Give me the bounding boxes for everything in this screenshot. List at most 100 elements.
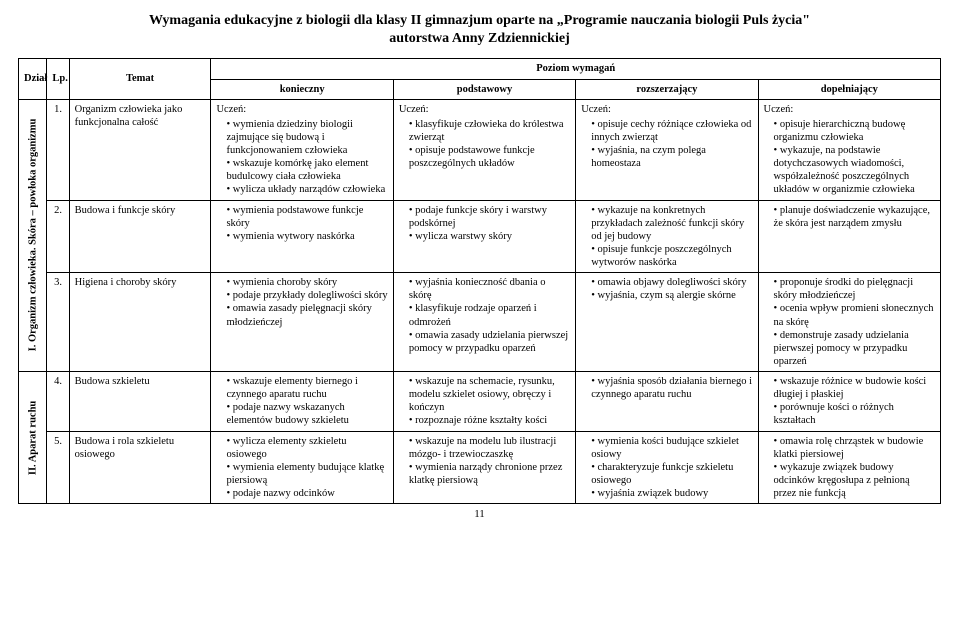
list-item: rozpoznaje różne kształty kości xyxy=(409,414,570,427)
cell: wskazuje na schemacie, rysunku, modelu s… xyxy=(393,372,575,432)
cell-list: wylicza elementy szkieletu osiowegowymie… xyxy=(216,435,387,501)
page-number: 11 xyxy=(18,508,941,520)
table-row: 5.Budowa i rola szkieletu osiowegowylicz… xyxy=(19,431,941,504)
cell: wykazuje na konkretnych przykładach zale… xyxy=(576,200,758,273)
cell-list: wykazuje na konkretnych przykładach zale… xyxy=(581,204,752,270)
cell-prefix: Uczeń: xyxy=(581,103,752,116)
list-item: omawia zasady udzielania pierwszej pomoc… xyxy=(409,329,570,355)
page-title: Wymagania edukacyjne z biologii dla klas… xyxy=(18,12,941,48)
cell-lp: 1. xyxy=(47,99,69,200)
list-item: klasyfikuje człowieka do królestwa zwier… xyxy=(409,118,570,144)
cell-list: wymienia choroby skórypodaje przykłady d… xyxy=(216,276,387,329)
cell-temat: Budowa szkieletu xyxy=(69,372,211,432)
cell-list: wskazuje na modelu lub ilustracji mózgo-… xyxy=(399,435,570,488)
cell-list: opisuje cechy różniące człowieka od inny… xyxy=(581,118,752,171)
cell: Uczeń: klasyfikuje człowieka do królestwa… xyxy=(393,99,575,200)
cell-temat: Budowa i funkcje skóry xyxy=(69,200,211,273)
header-dopelniajacy: dopełniający xyxy=(758,79,940,99)
cell-list: planuje doświadczenie wykazujące, że skó… xyxy=(764,204,935,230)
list-item: wymienia choroby skóry xyxy=(226,276,387,289)
list-item: klasyfikuje rodzaje oparzeń i odmrożeń xyxy=(409,302,570,328)
list-item: podaje przykłady dolegliwości skóry xyxy=(226,289,387,302)
table-row: II. Aparat ruchu4.Budowa szkieletuwskazu… xyxy=(19,372,941,432)
table-row: I. Organizm człowieka. Skóra – powłoka o… xyxy=(19,99,941,200)
header-rozszerzajacy: rozszerzający xyxy=(576,79,758,99)
cell-list: wymienia dziedziny biologii zajmujące si… xyxy=(216,118,387,197)
list-item: wylicza warstwy skóry xyxy=(409,230,570,243)
cell: podaje funkcje skóry i warstwy podskórne… xyxy=(393,200,575,273)
list-item: podaje nazwy wskazanych elementów budowy… xyxy=(226,401,387,427)
cell-list: wskazuje na schemacie, rysunku, modelu s… xyxy=(399,375,570,428)
list-item: wyjaśnia konieczność dbania o skórę xyxy=(409,276,570,302)
list-item: wyjaśnia sposób działania biernego i czy… xyxy=(591,375,752,401)
cell-list: wymienia kości budujące szkielet osiowyc… xyxy=(581,435,752,501)
cell-list: omawia rolę chrząstek w budowie klatki p… xyxy=(764,435,935,501)
cell: wymienia choroby skórypodaje przykłady d… xyxy=(211,273,393,372)
cell-lp: 2. xyxy=(47,200,69,273)
table-row: 3.Higiena i choroby skórywymienia chorob… xyxy=(19,273,941,372)
list-item: wskazuje na modelu lub ilustracji mózgo-… xyxy=(409,435,570,461)
cell: planuje doświadczenie wykazujące, że skó… xyxy=(758,200,940,273)
list-item: wykazuje na konkretnych przykładach zale… xyxy=(591,204,752,243)
list-item: omawia zasady pielęgnacji skóry młodzień… xyxy=(226,302,387,328)
list-item: wyjaśnia, na czym polega homeostaza xyxy=(591,144,752,170)
list-item: wyjaśnia, czym są alergie skórne xyxy=(591,289,752,302)
cell-list: podaje funkcje skóry i warstwy podskórne… xyxy=(399,204,570,243)
list-item: wyjaśnia związek budowy xyxy=(591,487,752,500)
list-item: wymienia narządy chronione przez klatkę … xyxy=(409,461,570,487)
cell-list: wyjaśnia sposób działania biernego i czy… xyxy=(581,375,752,401)
list-item: wskazuje różnice w budowie kości długiej… xyxy=(774,375,935,401)
cell-list: wymienia podstawowe funkcje skórywymieni… xyxy=(216,204,387,243)
cell-prefix: Uczeń: xyxy=(399,103,570,116)
list-item: wskazuje na schemacie, rysunku, modelu s… xyxy=(409,375,570,414)
cell-temat: Organizm człowieka jako funkcjonalna cał… xyxy=(69,99,211,200)
list-item: omawia objawy dolegliwości skóry xyxy=(591,276,752,289)
cell: Uczeń: opisuje cechy różniące człowieka o… xyxy=(576,99,758,200)
header-podstawowy: podstawowy xyxy=(393,79,575,99)
list-item: charakteryzuje funkcje szkieletu osioweg… xyxy=(591,461,752,487)
cell: wskazuje na modelu lub ilustracji mózgo-… xyxy=(393,431,575,504)
cell-list: proponuje środki do pielęgnacji skóry mł… xyxy=(764,276,935,368)
cell: Uczeń: opisuje hierarchiczną budowę organ… xyxy=(758,99,940,200)
list-item: podaje nazwy odcinków xyxy=(226,487,387,500)
cell: wymienia podstawowe funkcje skórywymieni… xyxy=(211,200,393,273)
cell-prefix: Uczeń: xyxy=(216,103,387,116)
cell: wymienia kości budujące szkielet osiowyc… xyxy=(576,431,758,504)
cell-list: wyjaśnia konieczność dbania o skóręklasy… xyxy=(399,276,570,355)
list-item: wykazuje związek budowy odcinków kręgosł… xyxy=(774,461,935,500)
table-row: 2.Budowa i funkcje skórywymienia podstaw… xyxy=(19,200,941,273)
cell: omawia objawy dolegliwości skórywyjaśnia… xyxy=(576,273,758,372)
cell-lp: 3. xyxy=(47,273,69,372)
list-item: wymienia elementy budujące klatkę piersi… xyxy=(226,461,387,487)
list-item: porównuje kości o różnych kształtach xyxy=(774,401,935,427)
cell-list: wskazuje elementy biernego i czynnego ap… xyxy=(216,375,387,428)
cell: wskazuje różnice w budowie kości długiej… xyxy=(758,372,940,432)
cell-list: omawia objawy dolegliwości skórywyjaśnia… xyxy=(581,276,752,302)
list-item: opisuje cechy różniące człowieka od inny… xyxy=(591,118,752,144)
cell: wyjaśnia sposób działania biernego i czy… xyxy=(576,372,758,432)
cell: wylicza elementy szkieletu osiowegowymie… xyxy=(211,431,393,504)
cell-prefix: Uczeń: xyxy=(764,103,935,116)
cell: omawia rolę chrząstek w budowie klatki p… xyxy=(758,431,940,504)
list-item: planuje doświadczenie wykazujące, że skó… xyxy=(774,204,935,230)
title-line-1: Wymagania edukacyjne z biologii dla klas… xyxy=(149,13,810,28)
list-item: proponuje środki do pielęgnacji skóry mł… xyxy=(774,276,935,302)
header-dzial: Dział xyxy=(19,59,47,99)
list-item: demonstruje zasady udzielania pierwszej … xyxy=(774,329,935,368)
cell-lp: 5. xyxy=(47,431,69,504)
cell: proponuje środki do pielęgnacji skóry mł… xyxy=(758,273,940,372)
list-item: wylicza układy narządów człowieka xyxy=(226,183,387,196)
list-item: wylicza elementy szkieletu osiowego xyxy=(226,435,387,461)
requirements-table: Dział Lp. Temat Poziom wymagań konieczny… xyxy=(18,58,941,504)
cell-list: wskazuje różnice w budowie kości długiej… xyxy=(764,375,935,428)
list-item: opisuje hierarchiczną budowę organizmu c… xyxy=(774,118,935,144)
list-item: wymienia wytwory naskórka xyxy=(226,230,387,243)
cell-temat: Budowa i rola szkieletu osiowego xyxy=(69,431,211,504)
header-lp: Lp. xyxy=(47,59,69,99)
section-label: I. Organizm człowieka. Skóra – powłoka o… xyxy=(19,99,47,371)
cell: Uczeń: wymienia dziedziny biologii zajmuj… xyxy=(211,99,393,200)
cell-lp: 4. xyxy=(47,372,69,432)
cell-list: klasyfikuje człowieka do królestwa zwier… xyxy=(399,118,570,171)
header-konieczny: konieczny xyxy=(211,79,393,99)
list-item: wykazuje, na podstawie dotychczasowych w… xyxy=(774,144,935,197)
